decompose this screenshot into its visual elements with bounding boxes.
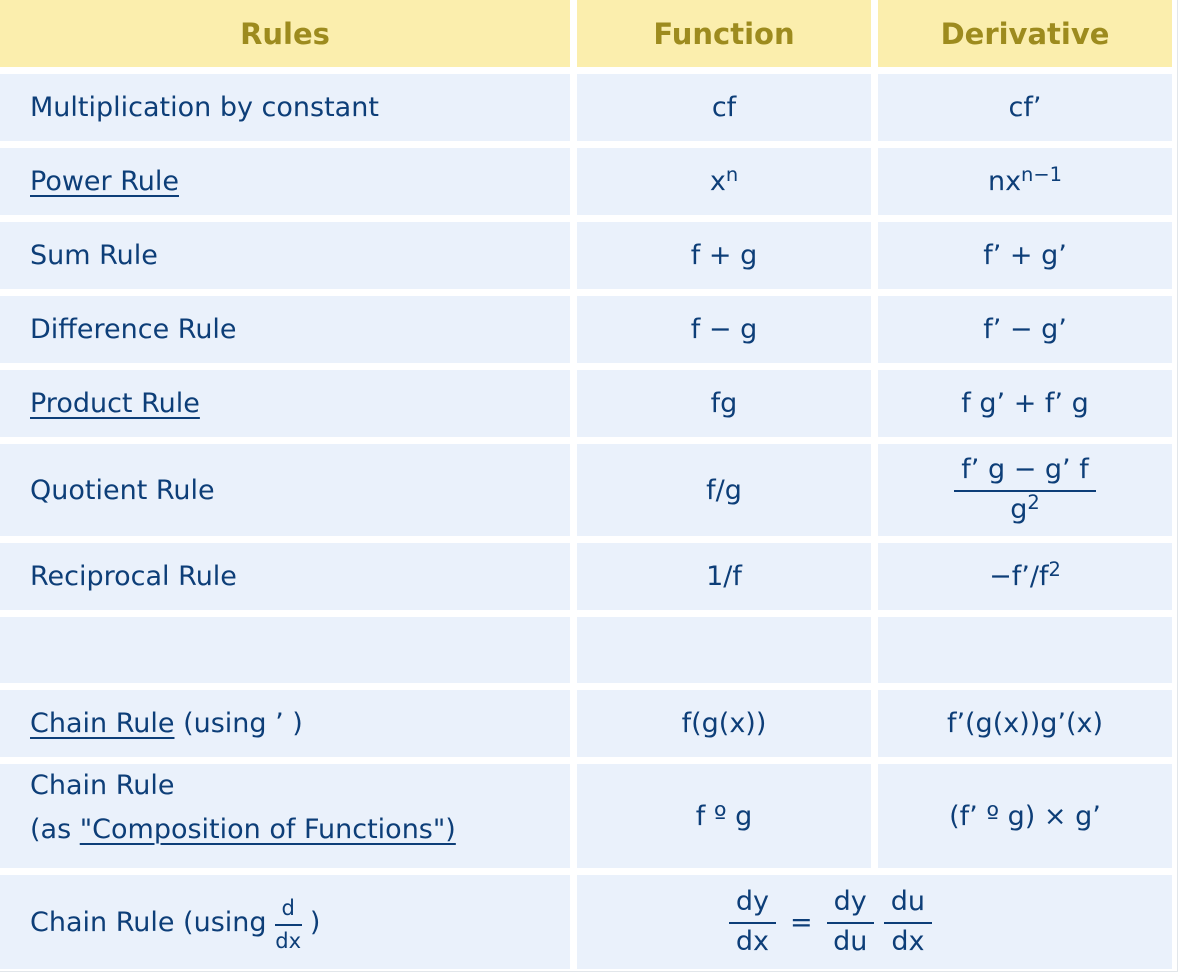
column-header-derivative-label: Derivative xyxy=(940,16,1110,51)
fraction-denominator: dx xyxy=(275,927,302,953)
rule-label-pre: Chain Rule (using xyxy=(30,906,267,938)
superscript: 2 xyxy=(1027,490,1040,514)
composition-of-functions-link[interactable]: "Composition of Functions") xyxy=(79,813,456,845)
column-header-derivative: Derivative xyxy=(878,0,1172,67)
function-value: f/g xyxy=(706,474,742,506)
cell-derivative-multiplication-by-constant: cf’ xyxy=(878,74,1172,141)
chain-rule-link[interactable]: Chain Rule xyxy=(30,708,175,739)
cell-derivative-power-rule: nxn−1 xyxy=(878,148,1172,215)
cell-function-empty xyxy=(577,617,871,683)
rule-label-line2-pre: (as xyxy=(30,813,80,845)
function-value: xn xyxy=(709,163,739,197)
column-header-rules-label: Rules xyxy=(240,16,330,51)
cell-chain-rule-ddx-formula: dy dx = dy du du dx xyxy=(577,875,1172,969)
derivative-value: (f’ º g) × g’ xyxy=(949,800,1101,832)
superscript: n−1 xyxy=(1021,163,1063,187)
cell-rule-chain-rule-ddx: Chain Rule (using d dx ) xyxy=(0,875,570,969)
power-rule-link[interactable]: Power Rule xyxy=(30,166,179,197)
derivative-value: f’ − g’ xyxy=(983,314,1067,345)
cell-rule-quotient-rule: Quotient Rule xyxy=(0,444,570,536)
function-value: f(g(x)) xyxy=(681,708,767,739)
fraction-denominator: g2 xyxy=(1010,492,1040,526)
column-header-function-label: Function xyxy=(653,16,795,51)
cell-derivative-difference-rule: f’ − g’ xyxy=(878,296,1172,363)
cell-rule-difference-rule: Difference Rule xyxy=(0,296,570,363)
cell-rule-product-rule: Product Rule xyxy=(0,370,570,437)
base-text: x xyxy=(709,166,726,197)
derivative-value: f’(g(x))g’(x) xyxy=(946,708,1104,739)
derivative-value: f’ + g’ xyxy=(983,240,1067,271)
rule-label: Sum Rule xyxy=(30,240,158,271)
rule-label-line1: Chain Rule xyxy=(30,770,175,801)
rule-label: Difference Rule xyxy=(30,314,237,345)
fraction-denominator: dx xyxy=(891,925,925,957)
function-value: 1/f xyxy=(706,561,742,592)
superscript: 2 xyxy=(1048,558,1061,582)
base-text: nx xyxy=(987,166,1022,197)
cell-function-sum-rule: f + g xyxy=(577,222,871,289)
cell-function-reciprocal-rule: 1/f xyxy=(577,543,871,610)
fraction-denominator: du xyxy=(833,925,868,957)
product-rule-link[interactable]: Product Rule xyxy=(30,388,200,419)
column-header-rules: Rules xyxy=(0,0,570,67)
rule-label: Multiplication by constant xyxy=(30,92,379,123)
cell-derivative-sum-rule: f’ + g’ xyxy=(878,222,1172,289)
cell-derivative-reciprocal-rule: −f’/f2 xyxy=(878,543,1172,610)
dy-over-dx-fraction: dy dx xyxy=(728,886,777,958)
d-over-dx-fraction: d dx xyxy=(274,895,302,953)
function-value: f º g xyxy=(695,800,753,832)
cell-function-power-rule: xn xyxy=(577,148,871,215)
derivative-value: −f’/f2 xyxy=(989,558,1061,592)
fraction-numerator: dy xyxy=(826,886,874,924)
cell-rule-reciprocal-rule: Reciprocal Rule xyxy=(0,543,570,610)
fraction-numerator: d xyxy=(274,895,302,926)
cell-function-chain-rule-composition: f º g xyxy=(577,764,871,868)
du-over-dx-fraction: du dx xyxy=(883,886,933,958)
derivative-value: nxn−1 xyxy=(987,163,1063,197)
fraction-numerator: dy xyxy=(728,886,777,924)
cell-rule-chain-rule-composition: Chain Rule (as "Composition of Functions… xyxy=(0,764,570,868)
base-text: g xyxy=(1010,493,1028,525)
rule-label-post: ) xyxy=(309,906,321,938)
dy-over-du-fraction: dy du xyxy=(826,886,874,958)
function-value: fg xyxy=(710,388,738,419)
cell-derivative-empty xyxy=(878,617,1172,683)
fraction-numerator: f’ g − g’ f xyxy=(954,454,1096,492)
cell-derivative-quotient-rule: f’ g − g’ f g2 xyxy=(878,444,1172,536)
fraction-denominator: dx xyxy=(735,925,770,957)
cell-function-quotient-rule: f/g xyxy=(577,444,871,536)
cell-rule-empty xyxy=(0,617,570,683)
cell-function-product-rule: fg xyxy=(577,370,871,437)
cell-rule-multiplication-by-constant: Multiplication by constant xyxy=(0,74,570,141)
cell-derivative-product-rule: f g’ + f’ g xyxy=(878,370,1172,437)
function-value: cf xyxy=(711,92,737,123)
column-header-function: Function xyxy=(577,0,871,67)
function-value: f + g xyxy=(690,240,758,271)
cell-function-multiplication-by-constant: cf xyxy=(577,74,871,141)
rule-label: Chain Rule (using ’ ) xyxy=(30,708,303,739)
cell-rule-power-rule: Power Rule xyxy=(0,148,570,215)
cell-derivative-chain-rule-prime: f’(g(x))g’(x) xyxy=(878,690,1172,757)
rule-label: Quotient Rule xyxy=(30,474,215,506)
rule-label: Reciprocal Rule xyxy=(30,561,237,592)
derivative-value: cf’ xyxy=(1008,92,1042,123)
quotient-fraction: f’ g − g’ f g2 xyxy=(954,454,1096,526)
fraction-numerator: du xyxy=(883,886,933,924)
cell-rule-sum-rule: Sum Rule xyxy=(0,222,570,289)
rule-label-line2: (as "Composition of Functions") xyxy=(30,808,456,852)
rule-label-rest: (using ’ ) xyxy=(174,708,303,739)
cell-function-difference-rule: f − g xyxy=(577,296,871,363)
equals-sign: = xyxy=(790,906,813,938)
cell-function-chain-rule-prime: f(g(x)) xyxy=(577,690,871,757)
superscript: n xyxy=(725,163,739,187)
cell-derivative-chain-rule-composition: (f’ º g) × g’ xyxy=(878,764,1172,868)
function-value: f − g xyxy=(690,314,758,345)
cell-rule-chain-rule-prime: Chain Rule (using ’ ) xyxy=(0,690,570,757)
derivative-value: f g’ + f’ g xyxy=(961,388,1089,419)
base-text: −f’/f xyxy=(989,561,1049,592)
